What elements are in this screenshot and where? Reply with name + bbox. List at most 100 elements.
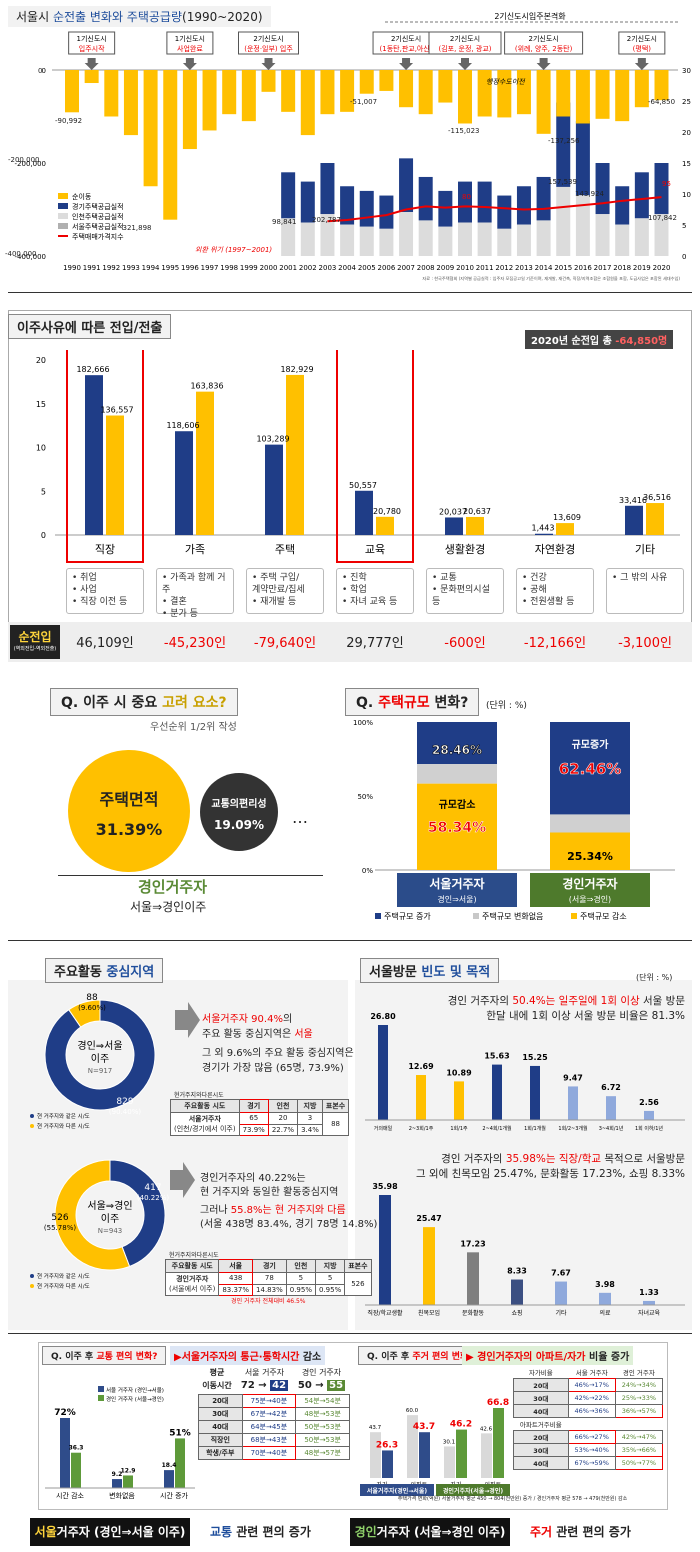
apt-row: 40대 67%→59% 50%→77% [513,1456,664,1470]
gyeongin-bar [71,1452,81,1488]
net-migration-bar [438,70,453,103]
apt-cell: 30대 [513,1443,569,1457]
purpose-bar [643,1300,655,1305]
value-label: 95 [662,180,671,188]
net-migration-bar [163,70,178,220]
supply-bar-gyeonggi [458,181,472,223]
supply-bar-seoul [575,195,590,256]
commute-table: 20대 75분→40분 54분→54분 30대 67분→42분 48분→53분 40대 64분… [198,1394,350,1460]
purpose-bar [423,1227,435,1305]
net-migration-bar [497,70,512,118]
note-line: • 문화편의시설 [432,585,490,595]
apt-table-wrap: 자가비율 서울 거주자 경인 거주자 20대 46%→17% 24%→34% 30대 42%→… [513,1366,664,1470]
value-label: -321,898 [120,224,151,232]
legend-swatch [473,913,479,919]
frequency-label: 1회/1주 [450,1125,468,1132]
inflow-value: 103,289 [256,435,289,444]
legend-label: 현 거주지와 같은 시/도 [37,1112,90,1120]
frequency-label: 1회/2~3개월 [558,1125,588,1132]
activity-text-1: 서울거주자 90.4%의 주요 활동 중심지역은 서울 그 외 9.6%의 주요… [202,1014,354,1074]
event-line1: 2기신도시 [450,34,480,43]
purpose-label: 의료 [599,1309,611,1317]
apt-cell: 50%→77% [614,1456,664,1470]
net-migration-bar [123,70,138,136]
apt-table: 자가비율 서울 거주자 경인 거주자 20대 46%→17% 24%→34% 30대 42%→… [513,1366,664,1470]
commute-cell: 직장인 [198,1433,243,1447]
crisis-note: 외환 위기 (1997~2001) [195,246,272,254]
supply-bar-gyeonggi [281,172,296,219]
before-value: 43.7 [369,1425,382,1431]
commute-row: 학생/주부 70분→40분 48분→57분 [198,1446,350,1460]
note-line: • 주택 구입/ [252,573,300,583]
event-line1: 1기신도시 [77,34,107,43]
x-tick-label: 2000 [260,264,278,272]
x-tick-label: 1998 [220,264,238,272]
x-tick-label: 2012 [495,264,513,272]
inflow-value: 1,443 [532,524,555,533]
donut1-n: N=917 [88,1067,112,1075]
apt-cell: 40대 [513,1404,569,1418]
frequency-value: 15.63 [484,1052,509,1061]
after-value: 43.7 [413,1422,435,1432]
inflow-bar [535,533,553,535]
apt-cell: 42%→22% [567,1391,616,1405]
apt-cell: 36%→57% [614,1404,664,1418]
visit-title: 서울방문 빈도 및 목적 [360,958,500,983]
legend-swatch [571,913,577,919]
event-line1: 2기신도시 [253,34,283,43]
net-migration-bar [143,70,158,187]
legend-label: 서울 거주자 (경인→서울) [106,1386,164,1394]
apt-cell: 20대 [513,1378,569,1392]
net-label-box: 순전입 (역외전입-역외전출) [10,625,60,659]
supply-bar-seoul [438,226,453,256]
y-tick-label: -200,000 [15,160,46,168]
y2-tick-label: 0 [682,253,686,261]
legend-dot [30,1114,34,1118]
circle-transport-label: 교통의편리성 [211,799,267,810]
x-tick-label: 2015 [554,264,572,272]
y-tick-label: 50% [357,793,373,801]
net-migration-bar [654,70,669,101]
value-label: -400,000 [5,250,36,258]
table2-note: 경인 거주자 전체대비 46.5% [231,1298,306,1305]
net-migration-bar [399,70,414,108]
circle-housing: 주택면적 31.39% [68,750,190,872]
inflow-value: 33,416 [619,496,647,505]
panel-convenience: Q. 이주 후 교통 편의 변화? ▶서울거주자의 통근·통학시간 감소 Q. … [0,1340,700,1552]
net-value: -45,230인 [163,636,227,651]
supply-bar-gyeonggi [300,181,315,223]
event-box [68,31,116,55]
seoul-increase-segment [417,722,497,765]
apt-head-cell: 아파트거주비율 [519,1421,562,1429]
ellipsis: … [292,808,308,827]
donut1-small-value: 88 [86,993,98,1003]
reason-note: • 교통 • 문화편의시설 등 [426,568,504,614]
value-label: -51,007 [350,98,377,106]
before-bar [370,1432,381,1478]
commute-cell: 48분→53분 [295,1407,350,1421]
y-tick-label: 15 [36,400,46,409]
net-migration-bar [222,70,237,115]
net-migration-bar [477,70,492,117]
y-tick-label: -400,000 [15,253,46,261]
donut1-other-segment [68,999,101,1028]
note-line: • 학업 [342,585,367,595]
total-badge: 2020년 순전입 총 -64,850명 [525,330,674,349]
gyeongin-value: 51% [169,1428,191,1438]
x-tick-label: 1999 [240,264,258,272]
gyeongin-top-value: 62.46% [559,760,621,778]
net-migration-bar [84,70,99,84]
y-tick-label: 100% [353,719,373,727]
supply-bar-gyeonggi [615,186,630,225]
supply-bar-gyeonggi [575,121,590,196]
supply-bar-seoul [281,218,296,256]
commute-row: 직장인 68분→43분 50분→53분 [198,1433,350,1447]
y2-tick-label: 5 [682,222,686,230]
supply-bar-seoul [497,228,512,256]
outflow-bar [286,374,304,535]
y-tick-label: 5 [41,487,46,496]
value-label: 143,924 [575,190,604,198]
legend-dot [30,1124,34,1128]
x-tick-label: 2010 [456,264,474,272]
